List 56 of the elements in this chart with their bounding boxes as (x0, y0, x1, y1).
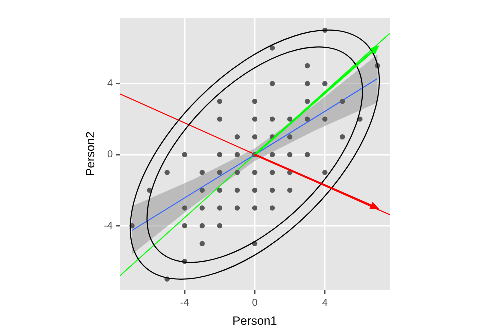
x-tick-label: 0 (252, 298, 258, 309)
y-tick-label: 0 (107, 150, 114, 161)
point (270, 152, 276, 158)
point (270, 170, 276, 176)
point (270, 188, 276, 194)
point (270, 116, 276, 122)
point (217, 116, 223, 122)
y-tick-label: -4 (104, 220, 114, 232)
point (217, 170, 223, 176)
point (234, 152, 240, 158)
point (200, 206, 206, 211)
point (217, 152, 223, 158)
point (270, 81, 276, 86)
point (252, 170, 258, 176)
point (252, 134, 258, 140)
y-axis-title: Person2 (84, 131, 98, 176)
point (252, 116, 258, 122)
x-tick-label: -4 (180, 298, 190, 309)
point (182, 223, 188, 229)
point (287, 116, 293, 122)
point (252, 206, 258, 211)
point (234, 170, 240, 176)
point (270, 46, 276, 51)
point (164, 170, 170, 176)
point (200, 223, 206, 229)
point (305, 98, 310, 104)
point (305, 63, 310, 69)
point (305, 81, 310, 86)
point (234, 188, 240, 194)
point (322, 81, 328, 86)
x-axis-title: Person1 (232, 314, 278, 328)
point (217, 188, 223, 194)
x-tick-label: 4 (322, 298, 328, 309)
point (322, 116, 328, 122)
point (340, 98, 346, 104)
y-tick-label: 4 (107, 78, 114, 90)
point (322, 170, 328, 176)
point (217, 223, 223, 229)
point (200, 241, 206, 246)
point (287, 188, 293, 194)
point (217, 98, 223, 104)
point (200, 188, 206, 194)
point (200, 170, 206, 176)
point (182, 152, 188, 158)
point (270, 206, 276, 211)
point (217, 206, 223, 211)
point (234, 134, 240, 140)
point (252, 98, 258, 104)
point (340, 134, 346, 140)
point (287, 134, 293, 140)
point (305, 116, 310, 122)
point (252, 188, 258, 194)
point (182, 206, 188, 211)
point (287, 152, 293, 158)
point (234, 206, 240, 211)
point (305, 152, 310, 158)
